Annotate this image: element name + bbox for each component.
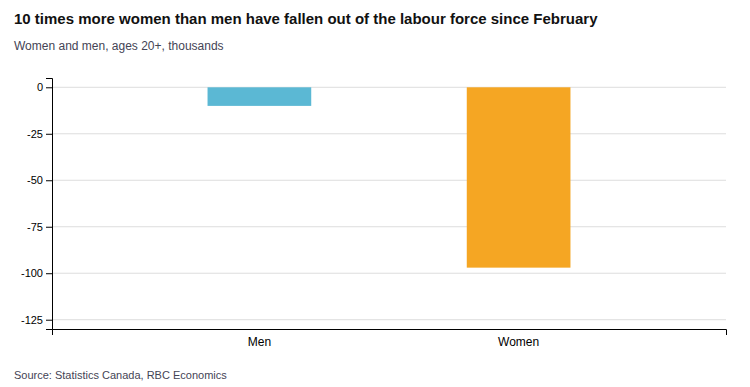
grid-line — [52, 319, 726, 320]
bars — [208, 87, 571, 267]
grid — [52, 87, 726, 319]
axis-line — [53, 330, 727, 336]
tick-label: -125 — [21, 314, 43, 326]
tick-mark — [46, 134, 52, 135]
tick: Men — [248, 335, 271, 349]
tick-mark — [46, 180, 52, 181]
tick-label: 0 — [37, 81, 43, 93]
subtitle: Women and men, ages 20+, thousands — [14, 39, 224, 53]
bar — [208, 87, 312, 106]
tick-label: Women — [498, 335, 539, 349]
tick: -75 — [27, 221, 52, 233]
tick-mark — [46, 273, 52, 274]
source: Source: Statistics Canada, RBC Economics — [14, 369, 227, 381]
title: 10 times more women than men have fallen… — [14, 10, 598, 27]
grid-line — [52, 273, 726, 274]
chart: 10 times more women than men have fallen… — [0, 0, 750, 387]
grid-line — [52, 226, 726, 227]
grid-line — [52, 87, 726, 88]
grid-line — [52, 133, 726, 134]
tick: 0 — [37, 81, 52, 93]
bar — [467, 87, 571, 267]
axis-line — [46, 79, 53, 330]
tick: -100 — [21, 267, 52, 279]
tick-label: -25 — [27, 128, 43, 140]
tick-label: -100 — [21, 267, 43, 279]
tick: -50 — [27, 174, 52, 186]
tick-label: -50 — [27, 174, 43, 186]
tick-mark — [46, 227, 52, 228]
tick-mark — [46, 87, 52, 88]
tick-label: Men — [248, 335, 271, 349]
tick: Women — [498, 335, 539, 349]
tick: -125 — [21, 314, 52, 326]
tick-mark — [46, 320, 52, 321]
tick: -25 — [27, 128, 52, 140]
tick-label: -75 — [27, 221, 43, 233]
x-axis: Men Women — [53, 330, 727, 349]
grid-line — [52, 180, 726, 181]
y-axis: 0 -25 -50 -75 -100 -125 — [21, 79, 53, 330]
plot: 0 -25 -50 -75 -100 -125 Men Women — [21, 79, 727, 349]
